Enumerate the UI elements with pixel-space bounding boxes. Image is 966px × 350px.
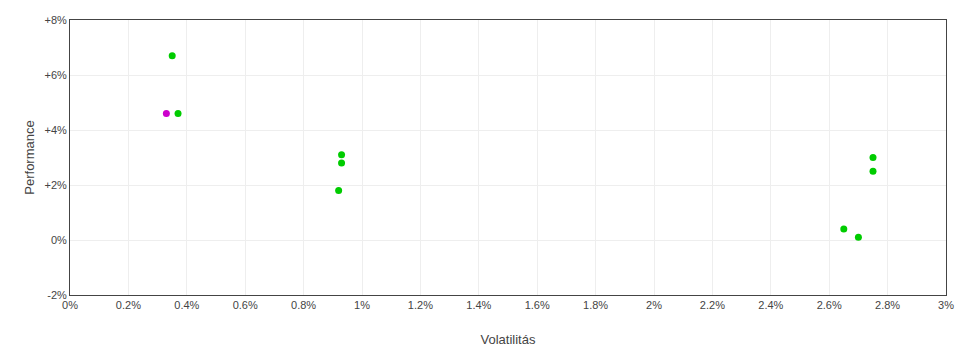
svg-text:0%: 0% [51, 234, 67, 246]
svg-text:0.8%: 0.8% [291, 299, 316, 311]
svg-text:+2%: +2% [44, 179, 67, 191]
svg-text:2.8%: 2.8% [875, 299, 900, 311]
svg-text:2.6%: 2.6% [817, 299, 842, 311]
svg-text:1.2%: 1.2% [408, 299, 433, 311]
svg-text:+8%: +8% [44, 14, 67, 26]
svg-text:-2%: -2% [47, 289, 67, 301]
svg-text:2.2%: 2.2% [700, 299, 725, 311]
svg-text:0.4%: 0.4% [174, 299, 199, 311]
svg-text:0.2%: 0.2% [116, 299, 141, 311]
svg-text:1%: 1% [354, 299, 370, 311]
svg-text:0%: 0% [62, 299, 78, 311]
svg-text:Volatilitás: Volatilitás [481, 332, 536, 347]
svg-text:2.4%: 2.4% [758, 299, 783, 311]
svg-text:Performance: Performance [22, 120, 37, 194]
svg-text:1.4%: 1.4% [466, 299, 491, 311]
svg-text:+6%: +6% [44, 69, 67, 81]
svg-text:2%: 2% [646, 299, 662, 311]
svg-text:1.6%: 1.6% [525, 299, 550, 311]
svg-text:0.6%: 0.6% [233, 299, 258, 311]
svg-text:3%: 3% [938, 299, 954, 311]
svg-text:+4%: +4% [44, 124, 67, 136]
svg-text:1.8%: 1.8% [583, 299, 608, 311]
